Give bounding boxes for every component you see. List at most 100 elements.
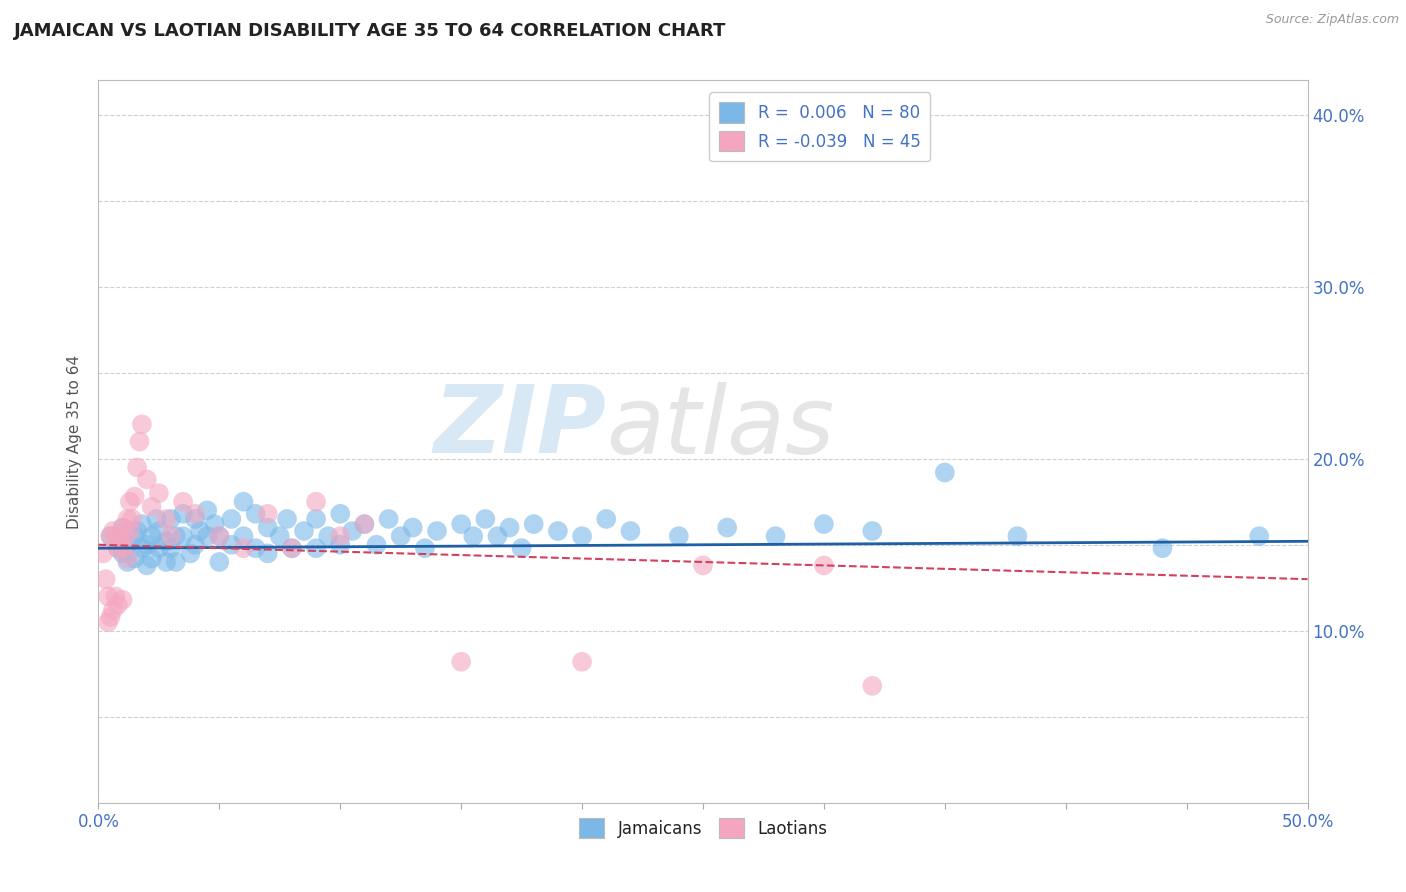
Point [127, 524, 149, 538]
Point [269, 529, 291, 543]
Point [353, 517, 375, 532]
Point [1152, 541, 1174, 556]
Point [172, 494, 194, 508]
Point [141, 529, 163, 543]
Point [131, 517, 153, 532]
Point [148, 524, 170, 538]
Point [104, 529, 127, 543]
Point [124, 529, 146, 543]
Point [141, 551, 163, 566]
Text: JAMAICAN VS LAOTIAN DISABILITY AGE 35 TO 64 CORRELATION CHART: JAMAICAN VS LAOTIAN DISABILITY AGE 35 TO… [14, 22, 727, 40]
Point [94, 572, 117, 586]
Point [124, 490, 146, 504]
Point [256, 546, 278, 560]
Point [145, 512, 167, 526]
Point [91, 546, 114, 560]
Point [97, 615, 120, 630]
Point [117, 551, 139, 566]
Point [329, 538, 352, 552]
Point [111, 520, 134, 534]
Point [716, 520, 738, 534]
Text: atlas: atlas [606, 382, 835, 473]
Point [402, 520, 425, 534]
Point [184, 507, 207, 521]
Point [232, 529, 254, 543]
Y-axis label: Disability Age 35 to 64: Disability Age 35 to 64 [67, 354, 83, 529]
Point [135, 558, 157, 573]
Point [188, 524, 211, 538]
Point [329, 529, 352, 543]
Point [128, 434, 150, 449]
Point [195, 503, 218, 517]
Point [104, 590, 127, 604]
Point [107, 598, 129, 612]
Point [474, 512, 496, 526]
Point [155, 512, 177, 526]
Point [281, 541, 304, 556]
Point [172, 507, 194, 521]
Point [377, 512, 399, 526]
Point [498, 520, 520, 534]
Point [1249, 529, 1271, 543]
Point [118, 524, 141, 538]
Point [426, 524, 449, 538]
Point [117, 538, 139, 552]
Point [184, 512, 207, 526]
Point [342, 524, 364, 538]
Point [1007, 529, 1029, 543]
Point [232, 494, 254, 508]
Point [184, 538, 207, 552]
Point [101, 603, 124, 617]
Point [305, 512, 328, 526]
Point [111, 541, 134, 556]
Point [101, 524, 124, 538]
Point [547, 524, 569, 538]
Point [668, 529, 690, 543]
Point [523, 517, 546, 532]
Point [111, 546, 134, 560]
Point [208, 529, 231, 543]
Point [118, 494, 141, 508]
Point [124, 551, 146, 566]
Point [155, 534, 177, 549]
Point [813, 558, 835, 573]
Point [100, 529, 122, 543]
Point [204, 517, 226, 532]
Point [148, 486, 170, 500]
Point [366, 538, 388, 552]
Point [486, 529, 509, 543]
Point [860, 524, 883, 538]
Point [813, 517, 835, 532]
Point [571, 655, 593, 669]
Point [450, 655, 472, 669]
Point [148, 541, 170, 556]
Legend: Jamaicans, Laotians: Jamaicans, Laotians [572, 812, 834, 845]
Point [860, 679, 883, 693]
Point [165, 555, 187, 569]
Point [692, 558, 714, 573]
Point [172, 529, 194, 543]
Point [111, 520, 134, 534]
Point [160, 529, 183, 543]
Point [256, 507, 278, 521]
Text: ZIP: ZIP [433, 381, 606, 473]
Point [135, 538, 157, 552]
Point [463, 529, 485, 543]
Point [208, 529, 231, 543]
Point [329, 507, 352, 521]
Point [281, 541, 304, 556]
Point [165, 529, 187, 543]
Point [127, 460, 149, 475]
Point [107, 541, 129, 556]
Point [208, 555, 231, 569]
Point [195, 529, 218, 543]
Point [160, 512, 183, 526]
Point [450, 517, 472, 532]
Point [141, 500, 163, 514]
Point [389, 529, 412, 543]
Point [117, 555, 139, 569]
Point [221, 538, 243, 552]
Point [571, 529, 593, 543]
Point [305, 494, 328, 508]
Point [100, 610, 122, 624]
